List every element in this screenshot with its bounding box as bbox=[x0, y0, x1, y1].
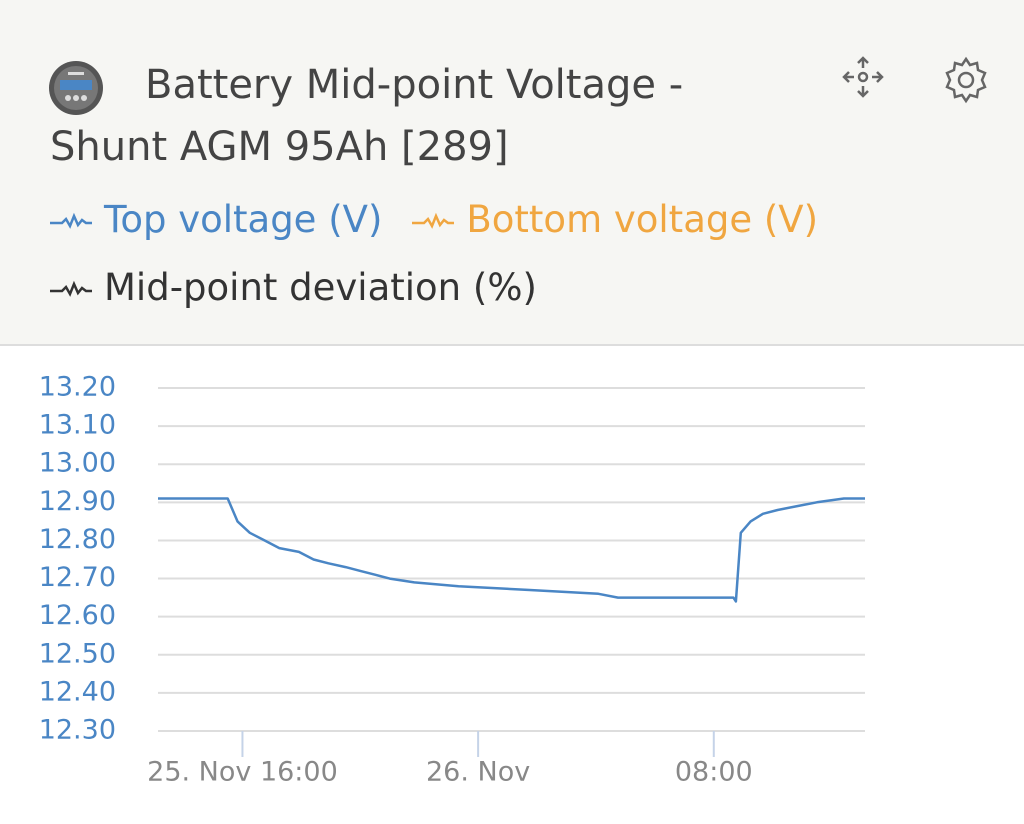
legend-label: Bottom voltage (V) bbox=[466, 198, 819, 241]
legend-swatch bbox=[412, 212, 455, 229]
legend-item[interactable]: Bottom voltage (V) bbox=[410, 196, 818, 244]
move-button[interactable] bbox=[840, 54, 886, 100]
y-tick-label: 13.10 bbox=[39, 410, 116, 441]
series-line bbox=[158, 497, 865, 603]
legend-swatch bbox=[50, 280, 92, 297]
y-tick-label: 12.80 bbox=[39, 524, 116, 555]
legend-swatch bbox=[50, 212, 92, 229]
device-icon bbox=[49, 61, 103, 115]
x-tick-label: 25. Nov 16:00 bbox=[147, 757, 338, 788]
widget-header: Battery Mid-point Voltage - Shunt AGM 95… bbox=[0, 0, 1024, 346]
x-tick-label: 26. Nov bbox=[426, 757, 530, 788]
y-tick-label: 12.70 bbox=[39, 562, 116, 593]
legend-label: Top voltage (V) bbox=[104, 198, 383, 241]
legend: Top voltage (V) Bottom voltage (V) Mid-poi… bbox=[48, 196, 868, 312]
legend-item[interactable]: Mid-point deviation (%) bbox=[48, 264, 537, 312]
legend-label: Mid-point deviation (%) bbox=[104, 266, 537, 309]
y-tick-label: 13.20 bbox=[39, 372, 116, 403]
y-tick-label: 12.30 bbox=[39, 715, 116, 746]
y-tick-label: 13.00 bbox=[39, 448, 116, 479]
y-tick-label: 12.90 bbox=[39, 486, 116, 517]
x-tick-label: 08:00 bbox=[675, 757, 753, 788]
y-tick-label: 12.40 bbox=[39, 676, 116, 707]
legend-icon bbox=[50, 212, 92, 229]
legend-icon bbox=[50, 280, 92, 297]
y-tick-label: 12.50 bbox=[39, 638, 116, 669]
legend-item[interactable]: Top voltage (V) bbox=[48, 196, 382, 244]
legend-icon bbox=[412, 212, 455, 229]
settings-button[interactable] bbox=[942, 56, 990, 104]
y-tick-label: 12.60 bbox=[39, 600, 116, 631]
chart-title: Battery Mid-point Voltage - Shunt AGM 95… bbox=[50, 62, 684, 170]
